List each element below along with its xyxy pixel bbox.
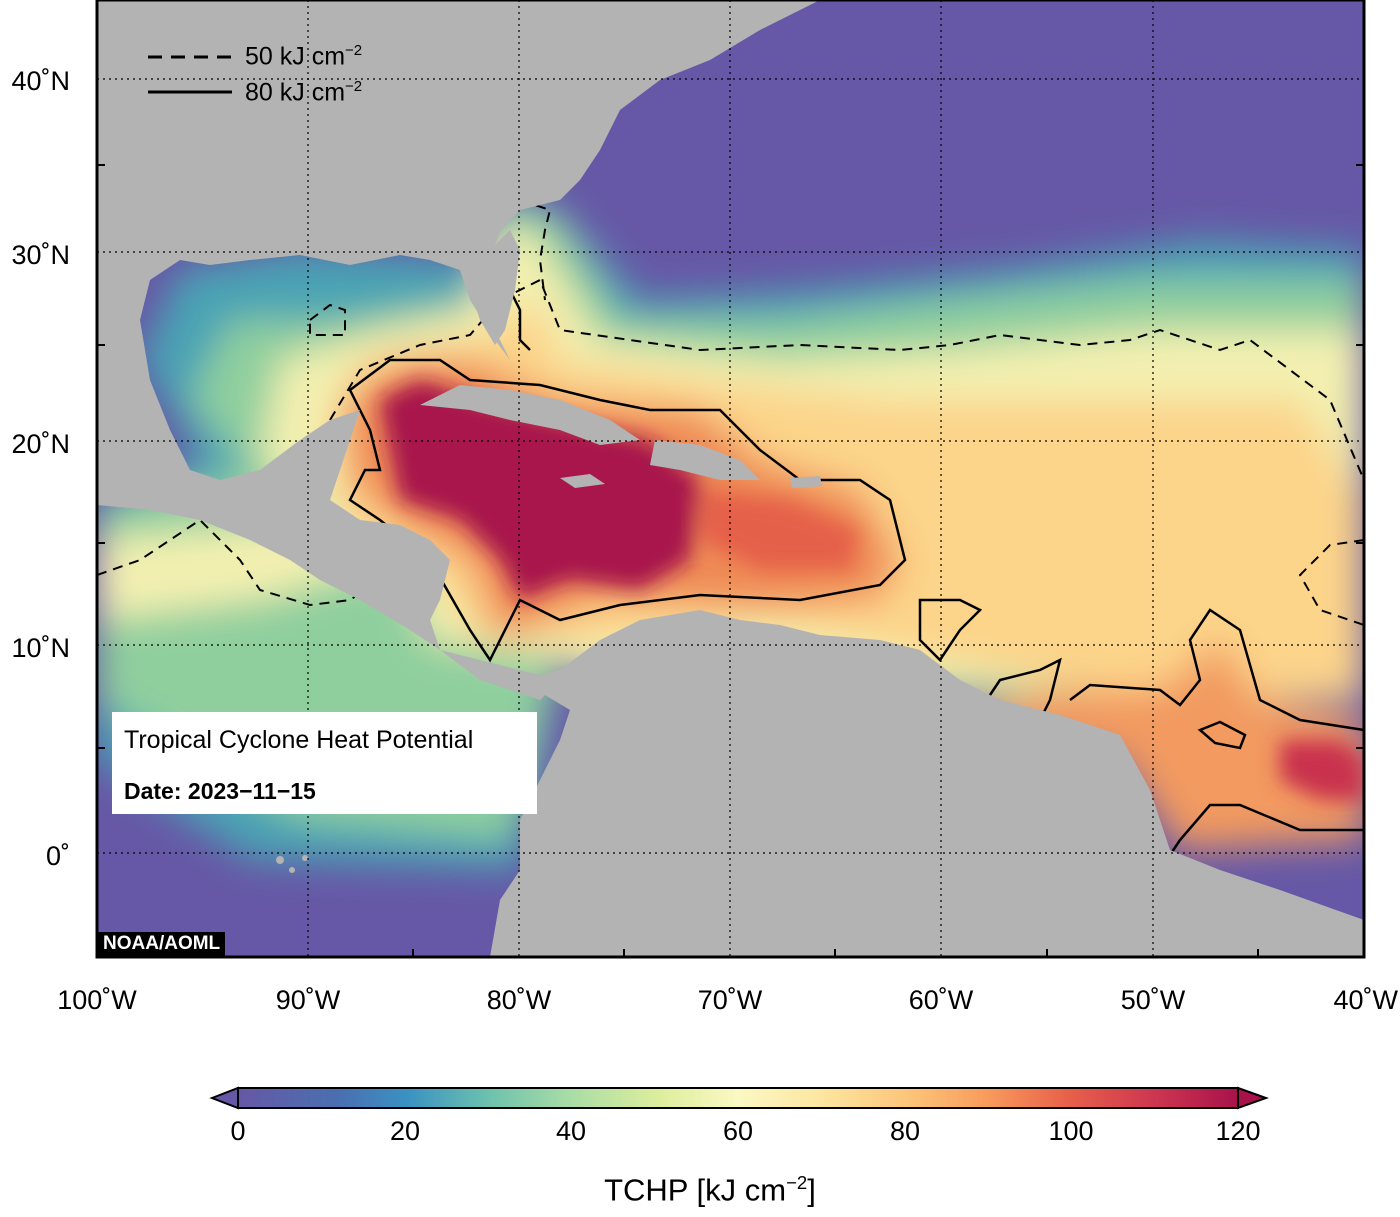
- info-title: Tropical Cyclone Heat Potential: [124, 726, 474, 754]
- colorbar-title: TCHP [kJ cm−2]: [604, 1172, 816, 1208]
- lon-label-100w: 100˚W: [57, 985, 137, 1015]
- info-box: Tropical Cyclone Heat Potential Date: 20…: [112, 712, 537, 814]
- lon-label-80w: 80˚W: [486, 985, 552, 1015]
- lat-label-0: 0˚: [45, 841, 70, 871]
- map-frame: [95, 0, 1366, 959]
- frame-ticks: [97, 164, 1364, 957]
- lon-label-40w: 40˚W: [1333, 985, 1398, 1015]
- colorbar-tick-120: 120: [1215, 1116, 1261, 1146]
- lat-label-40n: 40˚N: [11, 66, 70, 96]
- colorbar-tick-60: 60: [722, 1116, 754, 1146]
- colorbar-tick-100: 100: [1048, 1116, 1094, 1146]
- lon-label-50w: 50˚W: [1120, 985, 1186, 1015]
- graticule: [97, 0, 1364, 957]
- contours: [97, 199, 1364, 856]
- lon-label-60w: 60˚W: [908, 985, 974, 1015]
- colorbar-tick-40: 40: [555, 1116, 587, 1146]
- land: [97, 0, 1364, 957]
- lat-label-20n: 20˚N: [11, 429, 70, 459]
- info-date: Date: 2023−11−15: [124, 778, 316, 804]
- legend-solid-label: 80 kJ cm−2: [245, 78, 363, 107]
- lat-label-10n: 10˚N: [11, 633, 70, 663]
- legend-dashed-label: 50 kJ cm−2: [245, 42, 363, 71]
- colorbar-tick-20: 20: [389, 1116, 421, 1146]
- colorbar: [209, 1086, 1269, 1110]
- lon-label-90w: 90˚W: [275, 985, 341, 1015]
- colorbar-tick-0: 0: [230, 1116, 246, 1146]
- credit-badge: NOAA/AOML: [98, 932, 226, 956]
- colorbar-tick-80: 80: [889, 1116, 921, 1146]
- lat-label-30n: 30˚N: [11, 240, 70, 270]
- lon-label-70w: 70˚W: [697, 985, 763, 1015]
